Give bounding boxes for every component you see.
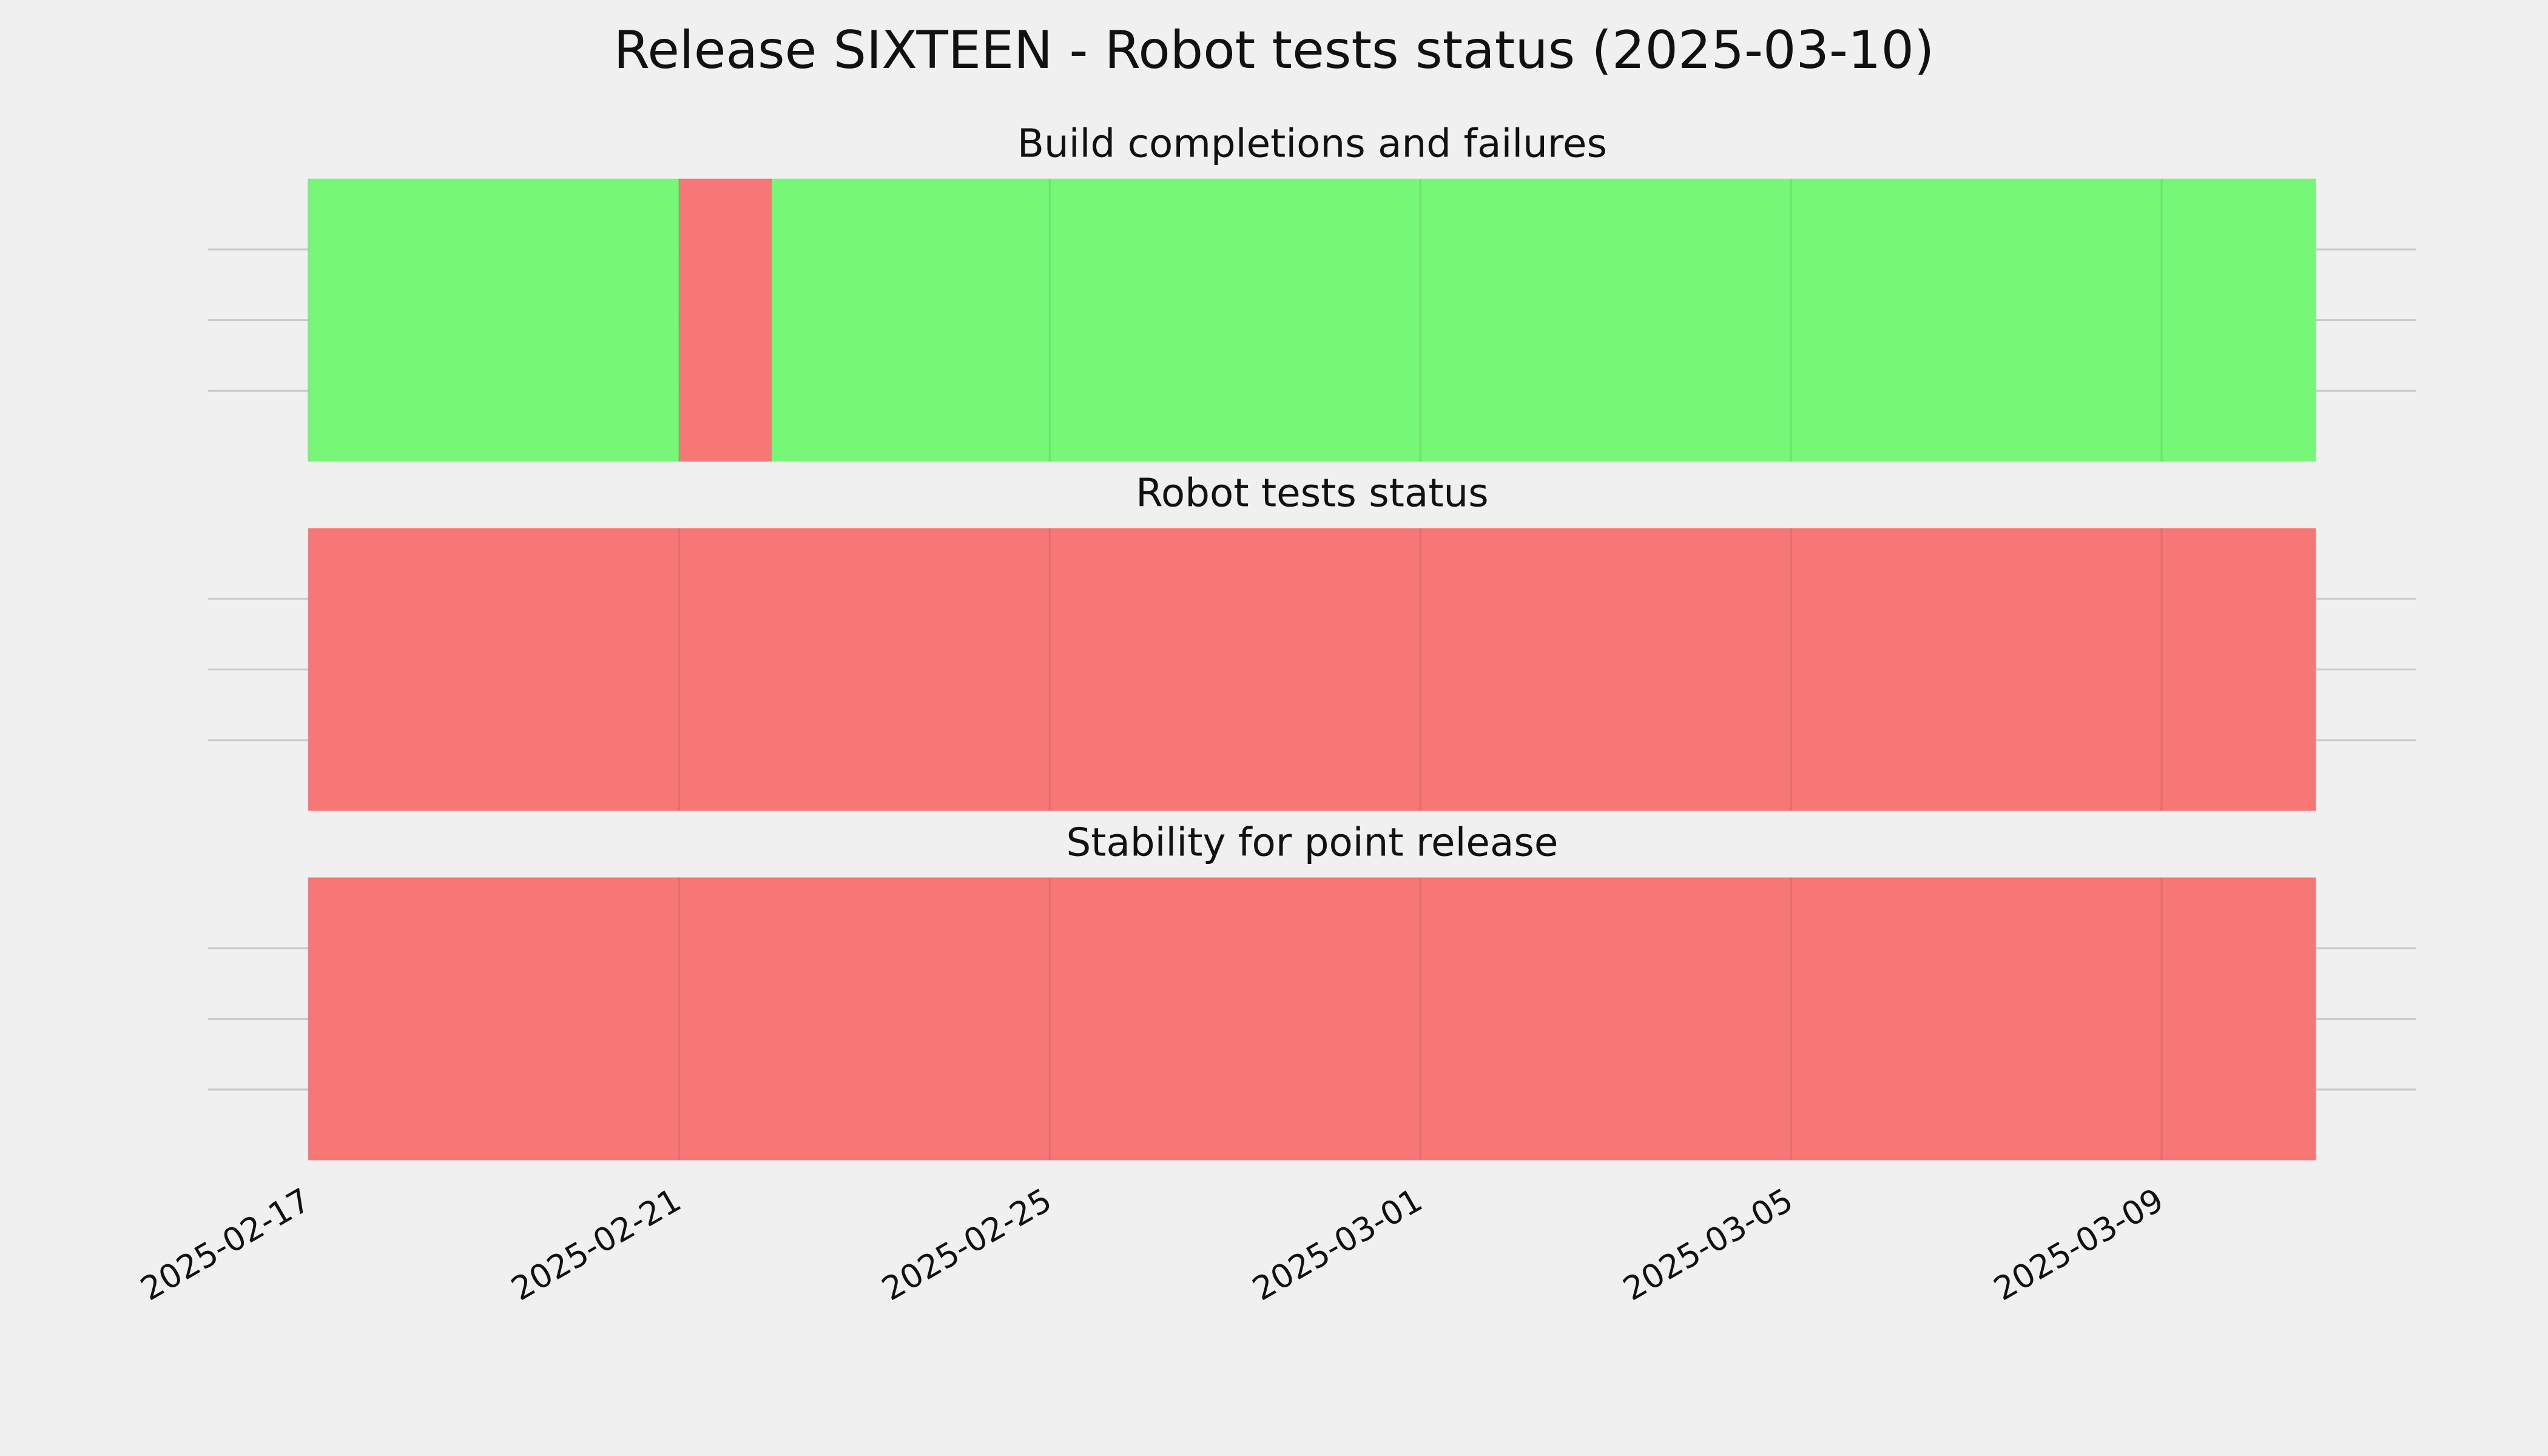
status-span: [771, 178, 2316, 462]
subplot-title: Build completions and failures: [1017, 121, 1607, 167]
subplot-title: Robot tests status: [1136, 471, 1489, 516]
status-span: [308, 877, 2316, 1161]
status-span: [308, 528, 2316, 811]
status-span: [308, 178, 679, 462]
figure-title: Release SIXTEEN - Robot tests status (20…: [614, 20, 1935, 81]
subplot-title: Stability for point release: [1067, 820, 1559, 865]
status-span: [679, 178, 772, 462]
